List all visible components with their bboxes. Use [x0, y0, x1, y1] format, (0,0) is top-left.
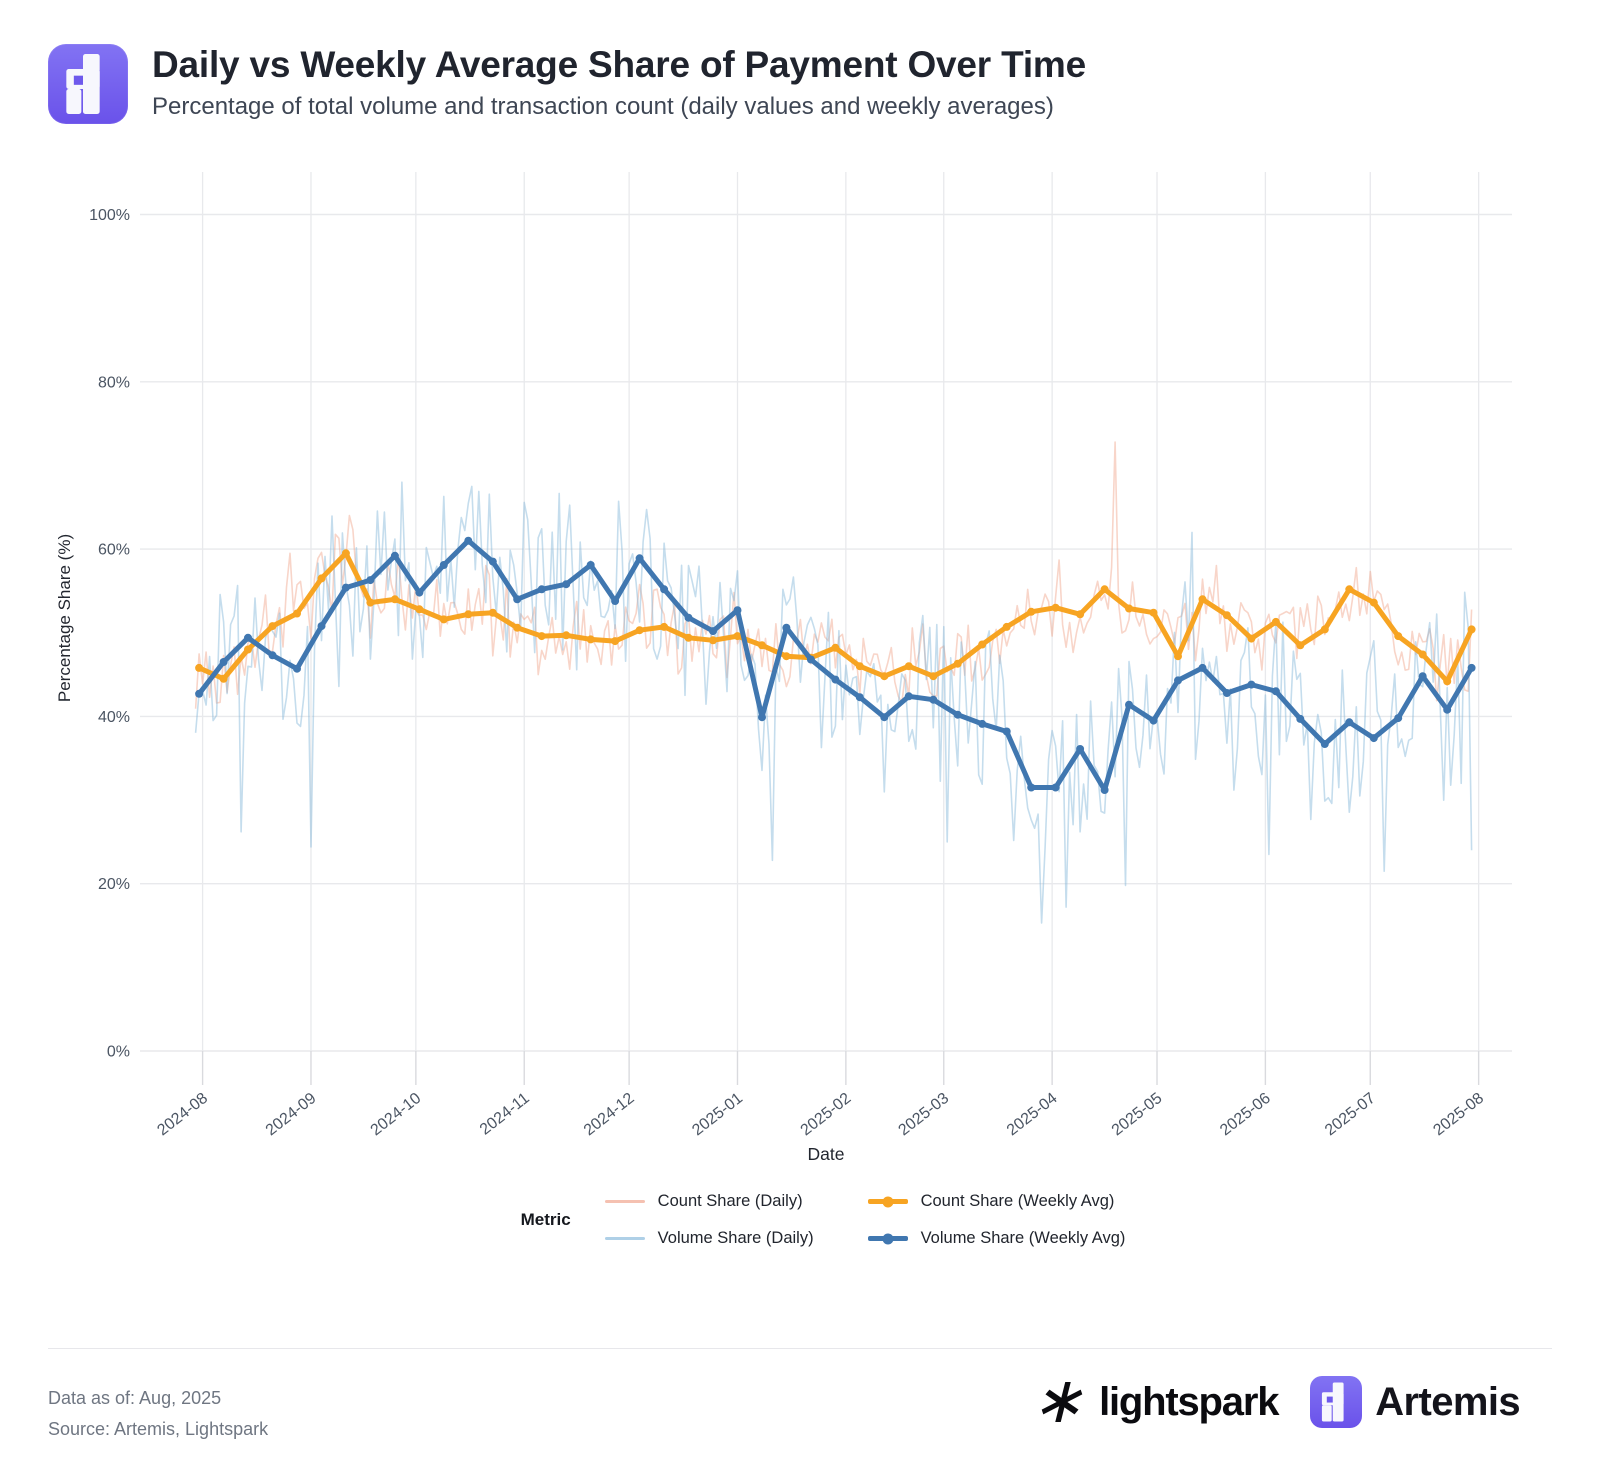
legend-title: Metric [520, 1210, 571, 1229]
svg-text:60%: 60% [98, 542, 130, 559]
svg-text:2025-01: 2025-01 [689, 1090, 746, 1140]
chart-legend: Metric Count Share (Daily) Count Share (… [0, 1192, 1600, 1248]
legend-item-label: Count Share (Daily) [657, 1192, 803, 1210]
volume-daily-swatch [604, 1237, 645, 1240]
svg-text:Date: Date [808, 1144, 845, 1164]
svg-text:100%: 100% [89, 207, 130, 224]
svg-text:40%: 40% [98, 709, 130, 726]
svg-text:Percentage Share (%): Percentage Share (%) [55, 534, 74, 702]
legend-item-volume-daily: Volume Share (Daily) [604, 1229, 814, 1248]
svg-text:0%: 0% [107, 1044, 130, 1061]
svg-text:2025-07: 2025-07 [1322, 1090, 1379, 1140]
svg-text:2025-03: 2025-03 [895, 1090, 952, 1140]
volume-weekly-swatch [867, 1233, 908, 1244]
svg-text:2024-08: 2024-08 [154, 1090, 211, 1140]
legend-item-count-daily: Count Share (Daily) [604, 1192, 814, 1211]
svg-text:2024-09: 2024-09 [263, 1090, 320, 1140]
footer-logos: lightspark Artemis [1035, 1362, 1521, 1442]
artemis-pixel-a-icon [1322, 1382, 1344, 1422]
legend-item-label: Volume Share (Weekly Avg) [920, 1229, 1126, 1247]
legend-item-label: Volume Share (Daily) [657, 1229, 814, 1247]
svg-text:20%: 20% [98, 876, 130, 893]
lightspark-logo: lightspark [1035, 1376, 1279, 1428]
svg-text:2024-11: 2024-11 [477, 1090, 533, 1139]
count-weekly-marker-dot [882, 1196, 894, 1207]
legend-item-volume-weekly: Volume Share (Weekly Avg) [867, 1229, 1126, 1248]
svg-text:2025-02: 2025-02 [798, 1090, 855, 1140]
count-weekly-swatch [867, 1196, 908, 1207]
data-as-of-text: Data as of: Aug, 2025 [48, 1388, 222, 1408]
legend-item-count-weekly: Count Share (Weekly Avg) [867, 1192, 1126, 1211]
svg-text:2025-06: 2025-06 [1217, 1090, 1274, 1140]
page-title: Daily vs Weekly Average Share of Payment… [152, 44, 1086, 85]
footer-divider [48, 1348, 1552, 1349]
count-daily-swatch [604, 1200, 645, 1203]
artemis-wordmark: Artemis [1375, 1379, 1520, 1424]
artemis-pixel-a-icon [66, 54, 100, 114]
legend-item-label: Count Share (Weekly Avg) [920, 1192, 1115, 1210]
source-text: Source: Artemis, Lightspark [48, 1419, 269, 1439]
legend-items: Count Share (Daily) Count Share (Weekly … [604, 1192, 1126, 1248]
artemis-logo: Artemis [1310, 1376, 1521, 1428]
svg-text:2025-05: 2025-05 [1109, 1090, 1166, 1140]
artemis-app-icon [48, 44, 128, 124]
svg-text:2024-12: 2024-12 [581, 1090, 638, 1140]
footer-meta: Data as of: Aug, 2025 Source: Artemis, L… [48, 1383, 268, 1445]
svg-text:2025-08: 2025-08 [1430, 1090, 1487, 1140]
svg-text:2025-04: 2025-04 [1004, 1090, 1061, 1140]
artemis-icon [1310, 1376, 1363, 1428]
page-subtitle: Percentage of total volume and transacti… [152, 93, 1054, 120]
lightspark-wordmark: lightspark [1099, 1379, 1279, 1424]
svg-text:80%: 80% [98, 374, 130, 391]
volume-weekly-marker-dot [882, 1233, 894, 1244]
svg-text:2024-10: 2024-10 [368, 1090, 425, 1140]
lightspark-star-icon [1041, 1382, 1083, 1422]
